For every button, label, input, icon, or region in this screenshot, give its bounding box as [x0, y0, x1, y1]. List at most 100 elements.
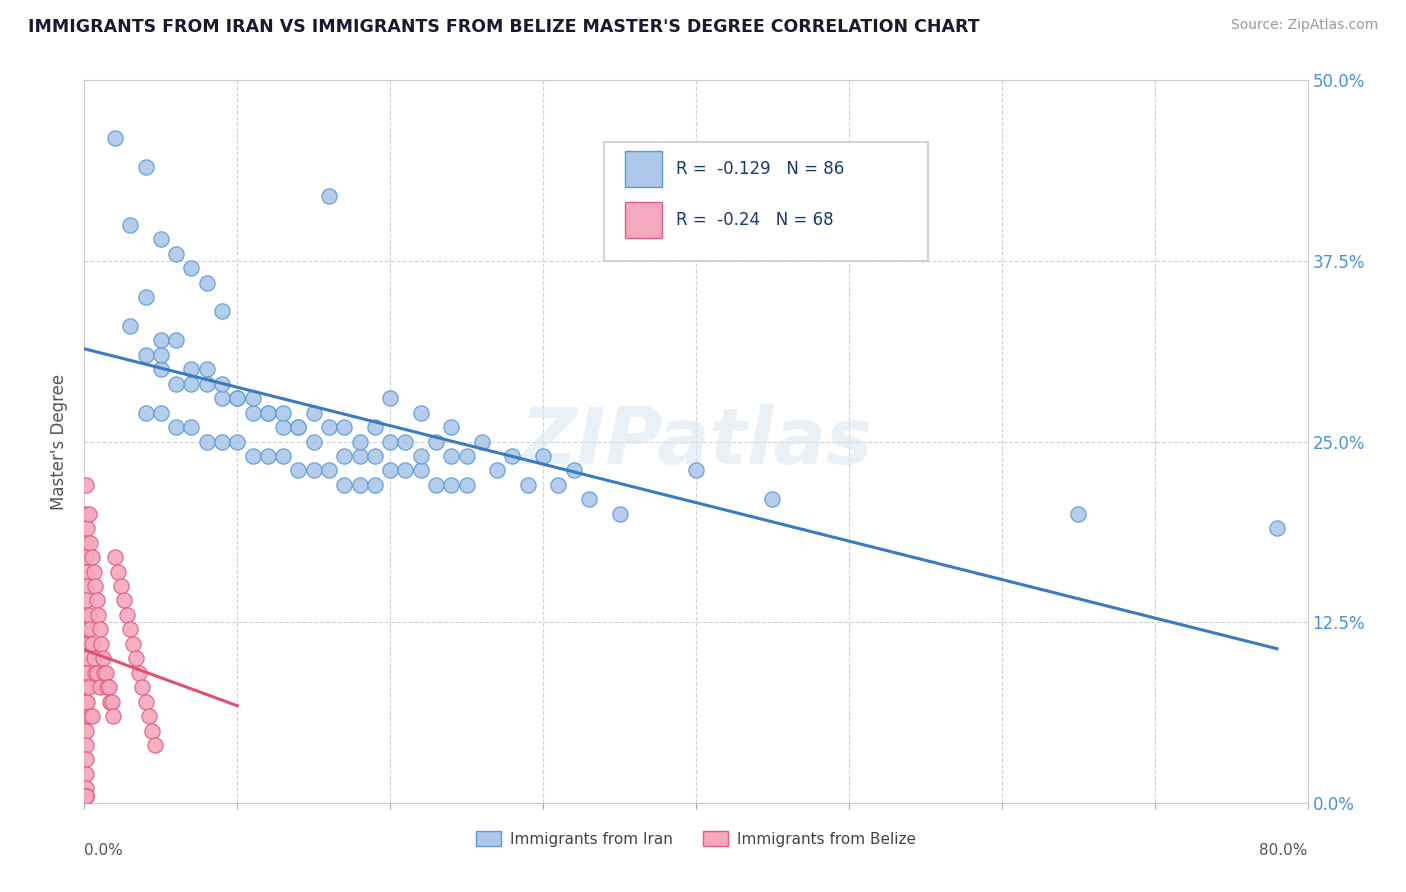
- Point: [180, 376, 202, 391]
- Point: [380, 391, 402, 405]
- Point: [609, 507, 631, 521]
- Point: [226, 434, 249, 449]
- Point: [578, 492, 600, 507]
- Point: [135, 160, 157, 174]
- Point: [80, 550, 103, 565]
- Point: [77, 607, 100, 622]
- Point: [394, 434, 416, 449]
- Point: [104, 550, 127, 565]
- Legend: Immigrants from Iran, Immigrants from Belize: Immigrants from Iran, Immigrants from Be…: [470, 825, 922, 853]
- Text: R =  -0.129   N = 86: R = -0.129 N = 86: [676, 161, 845, 178]
- Point: [104, 131, 127, 145]
- Point: [226, 391, 249, 405]
- Point: [380, 434, 402, 449]
- Point: [101, 695, 124, 709]
- Point: [135, 695, 157, 709]
- Text: R =  -0.24   N = 68: R = -0.24 N = 68: [676, 211, 834, 228]
- Point: [76, 521, 98, 535]
- Point: [195, 276, 218, 290]
- Point: [761, 492, 783, 507]
- Point: [86, 665, 108, 680]
- Point: [242, 449, 264, 463]
- Point: [562, 463, 585, 477]
- Point: [456, 449, 478, 463]
- Point: [318, 420, 340, 434]
- Point: [79, 535, 101, 549]
- Point: [75, 738, 97, 752]
- Point: [271, 406, 294, 420]
- Point: [93, 665, 115, 680]
- Point: [409, 449, 432, 463]
- Point: [409, 463, 432, 477]
- Point: [75, 695, 97, 709]
- Point: [75, 789, 97, 803]
- Point: [75, 680, 97, 694]
- Point: [242, 391, 264, 405]
- Point: [75, 709, 97, 723]
- Point: [440, 420, 463, 434]
- Point: [440, 449, 463, 463]
- Point: [76, 695, 98, 709]
- Point: [75, 623, 97, 637]
- Text: Source: ZipAtlas.com: Source: ZipAtlas.com: [1230, 18, 1378, 32]
- Point: [364, 420, 387, 434]
- Point: [180, 420, 202, 434]
- Point: [76, 623, 98, 637]
- Point: [75, 752, 97, 766]
- Point: [75, 535, 97, 549]
- Point: [122, 637, 145, 651]
- Text: IMMIGRANTS FROM IRAN VS IMMIGRANTS FROM BELIZE MASTER'S DEGREE CORRELATION CHART: IMMIGRANTS FROM IRAN VS IMMIGRANTS FROM …: [28, 18, 980, 36]
- Point: [75, 507, 97, 521]
- Point: [80, 637, 103, 651]
- Point: [77, 507, 100, 521]
- Point: [302, 434, 325, 449]
- Point: [165, 246, 187, 260]
- Point: [242, 406, 264, 420]
- Point: [364, 478, 387, 492]
- Point: [180, 362, 202, 376]
- Point: [318, 463, 340, 477]
- Point: [103, 709, 125, 723]
- Point: [94, 665, 117, 680]
- Point: [120, 623, 142, 637]
- Point: [333, 449, 356, 463]
- Point: [547, 478, 569, 492]
- Text: 80.0%: 80.0%: [1260, 843, 1308, 857]
- Point: [287, 463, 309, 477]
- Point: [96, 680, 118, 694]
- Point: [107, 565, 129, 579]
- Point: [195, 362, 218, 376]
- Point: [149, 406, 172, 420]
- Point: [149, 334, 172, 348]
- Point: [257, 449, 280, 463]
- Point: [380, 463, 402, 477]
- Point: [80, 709, 103, 723]
- FancyBboxPatch shape: [626, 151, 662, 187]
- Point: [135, 290, 157, 304]
- Point: [471, 434, 494, 449]
- Point: [84, 579, 107, 593]
- Point: [75, 593, 97, 607]
- Point: [516, 478, 538, 492]
- Point: [211, 376, 233, 391]
- Point: [90, 637, 112, 651]
- Point: [97, 680, 120, 694]
- Point: [98, 695, 121, 709]
- Point: [86, 593, 108, 607]
- Point: [120, 318, 142, 333]
- Point: [165, 376, 187, 391]
- Point: [165, 420, 187, 434]
- Point: [135, 348, 157, 362]
- Point: [333, 478, 356, 492]
- Point: [1067, 507, 1090, 521]
- Point: [409, 406, 432, 420]
- FancyBboxPatch shape: [626, 202, 662, 238]
- Point: [75, 579, 97, 593]
- Point: [91, 651, 114, 665]
- Point: [302, 463, 325, 477]
- Point: [75, 789, 97, 803]
- Point: [77, 680, 100, 694]
- Point: [165, 334, 187, 348]
- Point: [685, 463, 707, 477]
- Point: [87, 607, 110, 622]
